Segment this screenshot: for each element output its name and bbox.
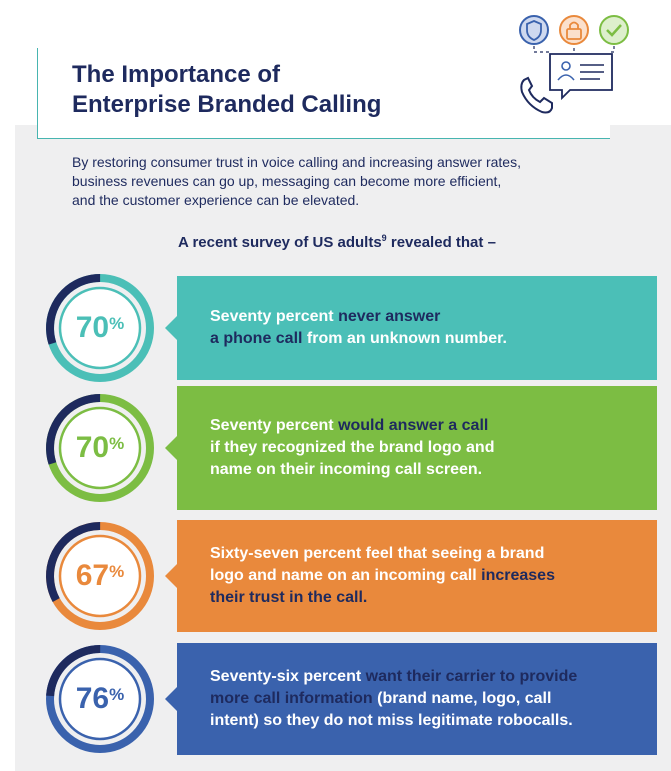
survey-heading: A recent survey of US adults9 revealed t… bbox=[178, 233, 496, 251]
stat-highlight-text: would answer a call bbox=[338, 417, 489, 434]
stat-ring-remainder-arc bbox=[45, 274, 154, 382]
intro-paragraph: By restoring consumer trust in voice cal… bbox=[72, 154, 521, 208]
stat-text: if they recognized the brand logo and nam… bbox=[210, 439, 495, 478]
stat-ring-inner bbox=[58, 534, 142, 618]
stat-ring: 67% bbox=[44, 520, 156, 632]
stat-card: Seventy percent would answer a call if th… bbox=[165, 386, 657, 510]
stat-description: Seventy percent never answer a phone call… bbox=[210, 306, 507, 350]
stat-ring-graphic bbox=[45, 394, 154, 502]
stat-card: Sixty-seven percent feel that seeing a b… bbox=[165, 520, 657, 632]
stat-text: (brand name, logo, call intent) so they d… bbox=[210, 690, 573, 729]
stat-text: Seventy percent bbox=[210, 308, 339, 325]
check-icon bbox=[599, 15, 629, 45]
stat-text: Seventy percent bbox=[210, 417, 339, 434]
stat-ring-graphic bbox=[45, 274, 154, 382]
stat-card: Seventy percent never answer a phone call… bbox=[165, 276, 657, 380]
stat-text: from an unknown number. bbox=[302, 330, 507, 347]
stat-ring-inner bbox=[58, 657, 142, 741]
stat-number: 70 bbox=[75, 311, 110, 344]
stat-percent-sign: % bbox=[109, 562, 125, 581]
stat-number: 76 bbox=[75, 682, 110, 715]
title-frame bbox=[37, 48, 610, 139]
stat-ring-graphic bbox=[46, 645, 154, 753]
shield-icon bbox=[519, 15, 549, 45]
stat-percent-sign: % bbox=[109, 685, 125, 704]
phone-icon bbox=[520, 76, 553, 114]
survey-tail: revealed that – bbox=[386, 234, 496, 251]
chat-profile-icon bbox=[549, 53, 613, 101]
stat-ring: 76% bbox=[44, 643, 156, 755]
stat-percent-sign: % bbox=[109, 314, 125, 333]
stat-highlight-text: never answer a phone call bbox=[210, 308, 441, 347]
stat-ring: 70% bbox=[44, 272, 156, 384]
stat-description: Seventy-six percent want their carrier t… bbox=[210, 666, 577, 732]
stat-percentage: 70% bbox=[44, 310, 156, 346]
stat-text: Seventy-six percent bbox=[210, 668, 366, 685]
stat-ring-graphic bbox=[46, 522, 154, 630]
survey-lead: A recent survey of US adults bbox=[178, 234, 382, 251]
stat-description: Sixty-seven percent feel that seeing a b… bbox=[210, 543, 555, 609]
stat-highlight-text: want their carrier to provide more call i… bbox=[210, 668, 578, 707]
survey-footnote: 9 bbox=[381, 233, 387, 243]
stat-highlight-text: increases their trust in the call. bbox=[210, 567, 555, 606]
stat-ring: 70% bbox=[44, 392, 156, 504]
stat-percentage: 76% bbox=[44, 681, 156, 717]
stat-ring-inner bbox=[58, 406, 142, 490]
stat-card: Seventy-six percent want their carrier t… bbox=[165, 643, 657, 755]
stat-ring-inner bbox=[58, 286, 142, 370]
stat-text: Sixty-seven percent feel that seeing a b… bbox=[210, 545, 545, 584]
stat-percent-sign: % bbox=[109, 434, 125, 453]
lock-icon bbox=[559, 15, 589, 45]
stat-description: Seventy percent would answer a call if th… bbox=[210, 415, 494, 481]
stat-number: 67 bbox=[75, 559, 110, 592]
stat-percentage: 67% bbox=[44, 558, 156, 594]
security-call-illustration bbox=[519, 15, 629, 114]
stat-number: 70 bbox=[75, 431, 110, 464]
page-title: The Importance of Enterprise Branded Cal… bbox=[72, 61, 382, 118]
stat-percentage: 70% bbox=[44, 430, 156, 466]
stat-ring-remainder-arc bbox=[45, 394, 154, 502]
